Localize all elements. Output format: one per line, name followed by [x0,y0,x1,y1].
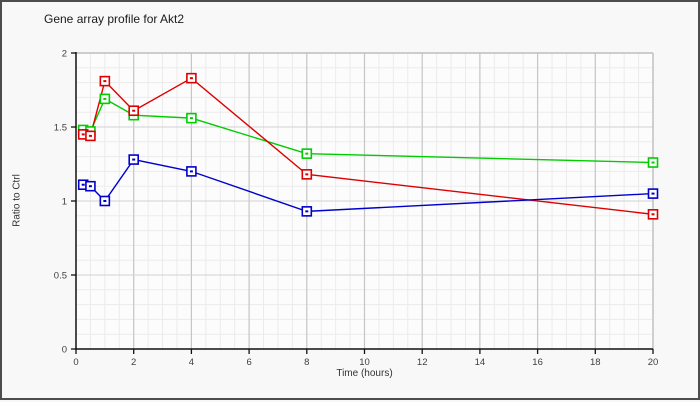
green-series-marker-dot [189,117,193,120]
x-tick-label: 8 [304,357,309,368]
y-tick-label: 1 [62,197,67,208]
x-tick-label: 6 [246,357,251,368]
y-tick-label: 0 [62,345,67,356]
blue-series-marker-dot [305,210,309,213]
blue-series-marker-dot [103,200,107,202]
x-tick-label: 4 [189,357,194,368]
red-series-marker-dot [189,77,193,80]
x-tick-label: 16 [532,357,543,368]
x-tick-label: 20 [648,357,659,368]
y-tick-label: 1.5 [54,123,67,134]
x-tick-label: 2 [131,357,136,368]
red-series-marker-dot [651,213,655,216]
green-series-marker-dot [103,97,107,100]
x-tick-label: 10 [359,357,370,368]
green-series-marker-dot [305,152,309,155]
chart-title: Gene array profile for Akt2 [44,12,185,26]
red-series-marker-dot [132,109,136,112]
y-tick-label: 2 [62,49,67,60]
blue-series-marker-dot [81,183,85,186]
x-tick-label: 0 [73,357,78,368]
x-tick-label: 18 [590,357,601,368]
x-axis-label: Time (hours) [336,368,393,379]
y-tick-label: 0.5 [54,271,67,282]
x-tick-label: 12 [417,357,428,368]
red-series-marker-dot [88,134,92,137]
red-series-marker-dot [81,133,85,136]
blue-series-marker-dot [189,170,193,173]
blue-series-marker-dot [132,158,136,161]
blue-series-marker-dot [88,185,92,188]
y-axis-label: Ratio to Ctrl [11,174,23,227]
green-series-marker-dot [651,161,655,164]
x-tick-label: 14 [475,357,486,368]
blue-series-marker-dot [651,192,655,195]
red-series-marker-dot [103,80,107,83]
red-series-marker-dot [305,173,309,176]
